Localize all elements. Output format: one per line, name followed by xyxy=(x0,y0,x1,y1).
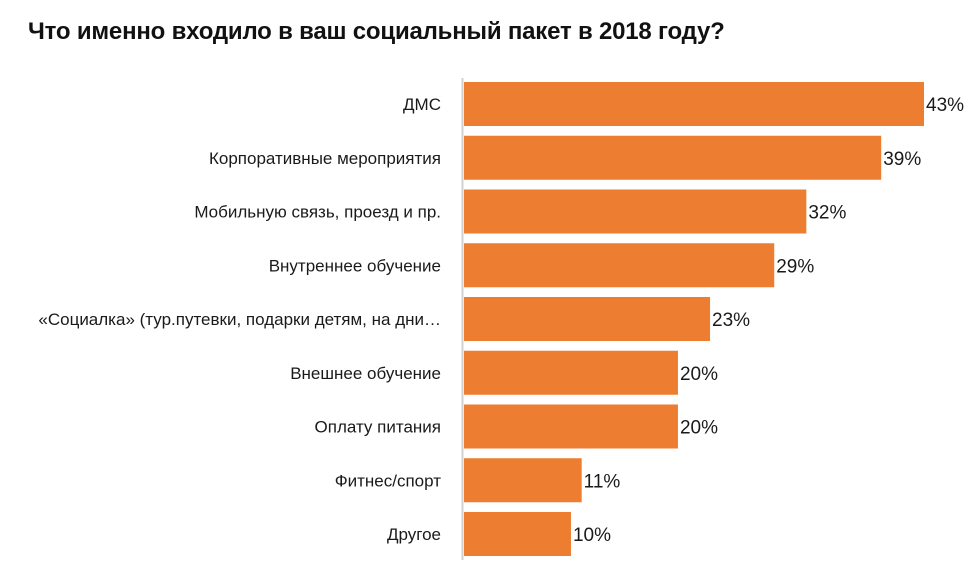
bar xyxy=(464,135,882,180)
category-label: Оплату питания xyxy=(315,418,441,437)
value-label: 10% xyxy=(573,525,611,546)
bar xyxy=(464,243,775,288)
value-label: 29% xyxy=(776,256,814,277)
bar xyxy=(464,297,711,341)
value-label: 39% xyxy=(883,149,921,170)
value-label: 20% xyxy=(680,418,718,439)
chart-title: Что именно входило в ваш социальный паке… xyxy=(28,18,725,45)
category-label: Другое xyxy=(387,525,441,544)
value-label: 43% xyxy=(926,95,964,116)
bar xyxy=(464,512,571,556)
category-label: Внешнее обучение xyxy=(290,364,441,383)
bar xyxy=(464,404,678,449)
category-label: Корпоративные мероприятия xyxy=(209,149,441,168)
bars-group xyxy=(464,82,924,556)
value-label: 20% xyxy=(680,364,718,385)
bar xyxy=(464,82,924,126)
category-label: Фитнес/спорт xyxy=(335,471,442,490)
bar xyxy=(464,189,807,234)
value-label: 23% xyxy=(712,310,750,331)
category-label: ДМС xyxy=(403,95,441,114)
category-labels-group: ДМС Корпоративные мероприятия Мобильную св… xyxy=(38,95,441,544)
value-label: 11% xyxy=(584,471,621,492)
category-label: Мобильную связь, проезд и пр. xyxy=(194,203,441,222)
value-label: 32% xyxy=(808,203,846,224)
bar xyxy=(464,458,582,503)
value-labels-group: 43% 39% 32% 29% 23% 20% 20% 11% 10% xyxy=(573,95,964,546)
bar xyxy=(464,350,678,395)
category-label: Внутреннее обучение xyxy=(269,256,441,275)
category-label: «Социалка» (тур.путевки, подарки детям, … xyxy=(38,310,441,329)
